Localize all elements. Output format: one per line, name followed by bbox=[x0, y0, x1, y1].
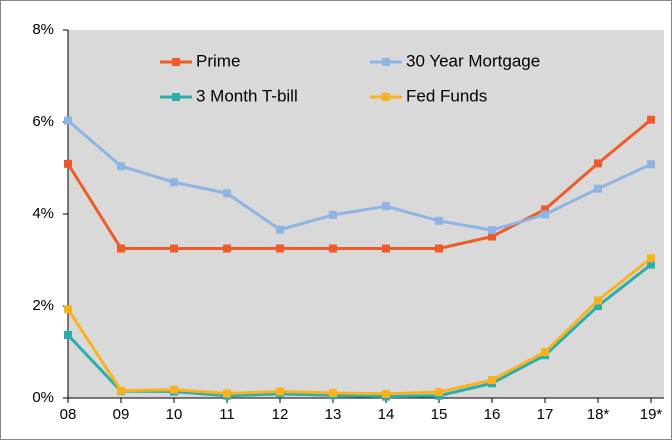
series-line bbox=[66, 256, 652, 396]
point-marker bbox=[276, 387, 284, 396]
legend-label: Prime bbox=[196, 51, 240, 70]
point-marker bbox=[435, 388, 443, 397]
x-tick-label: 11 bbox=[219, 406, 235, 423]
point-marker bbox=[382, 202, 390, 211]
series-line bbox=[66, 118, 652, 250]
x-tick-label: 12 bbox=[272, 406, 289, 423]
point-marker bbox=[541, 205, 549, 214]
x-tick-label: 08 bbox=[60, 406, 77, 423]
point-marker bbox=[223, 189, 231, 198]
point-marker bbox=[276, 244, 284, 253]
point-marker bbox=[541, 348, 549, 356]
point-marker bbox=[435, 216, 443, 225]
legend-label: Fed Funds bbox=[406, 86, 487, 105]
point-marker bbox=[64, 116, 72, 125]
point-marker bbox=[382, 389, 390, 398]
x-tick-label: 18* bbox=[587, 406, 610, 423]
x-tick-label: 19* bbox=[640, 406, 663, 423]
point-marker bbox=[647, 254, 655, 263]
point-marker bbox=[435, 244, 443, 253]
series-line bbox=[66, 263, 652, 399]
point-marker bbox=[223, 389, 231, 398]
point-marker bbox=[329, 244, 337, 253]
point-marker bbox=[329, 210, 337, 219]
point-marker bbox=[647, 160, 655, 169]
series-line bbox=[67, 119, 652, 232]
y-tick-label: 6% bbox=[32, 113, 54, 130]
y-tick-label: 8% bbox=[32, 21, 54, 38]
point-marker bbox=[594, 302, 602, 310]
plot-area bbox=[68, 30, 664, 398]
point-marker bbox=[647, 115, 655, 124]
point-marker bbox=[594, 159, 602, 168]
x-tick-label: 16 bbox=[484, 406, 501, 423]
point-marker bbox=[64, 330, 72, 339]
point-marker bbox=[488, 232, 496, 241]
point-marker bbox=[117, 386, 125, 395]
y-tick-label: 2% bbox=[32, 297, 54, 314]
point-marker bbox=[541, 210, 549, 219]
point-marker bbox=[117, 244, 125, 253]
legend-label: 3 Month T-bill bbox=[196, 86, 298, 105]
point-marker bbox=[223, 244, 231, 253]
legend-label: 30 Year Mortgage bbox=[406, 51, 540, 70]
x-tick-label: 17 bbox=[537, 406, 554, 423]
point-marker bbox=[64, 305, 72, 314]
point-marker bbox=[594, 296, 602, 305]
point-marker bbox=[170, 178, 178, 187]
point-marker bbox=[488, 376, 496, 385]
legend-marker bbox=[172, 93, 180, 101]
y-tick-label: 4% bbox=[32, 205, 54, 222]
point-marker bbox=[594, 184, 602, 193]
point-marker bbox=[170, 244, 178, 253]
x-tick-label: 10 bbox=[166, 406, 183, 423]
point-marker bbox=[488, 226, 496, 235]
legend-marker bbox=[382, 93, 390, 101]
y-tick-label: 0% bbox=[32, 389, 54, 406]
point-marker bbox=[276, 225, 284, 234]
point-marker bbox=[64, 159, 72, 168]
x-tick-label: 14 bbox=[378, 406, 395, 423]
point-marker bbox=[647, 260, 655, 269]
x-tick-label: 13 bbox=[325, 406, 342, 423]
point-marker bbox=[329, 388, 337, 397]
point-marker bbox=[117, 162, 125, 171]
point-marker bbox=[382, 244, 390, 253]
point-marker bbox=[170, 385, 178, 394]
legend-marker bbox=[172, 58, 180, 66]
x-tick-label: 15 bbox=[431, 406, 448, 423]
x-tick-label: 09 bbox=[113, 406, 130, 423]
legend-marker bbox=[382, 58, 390, 66]
